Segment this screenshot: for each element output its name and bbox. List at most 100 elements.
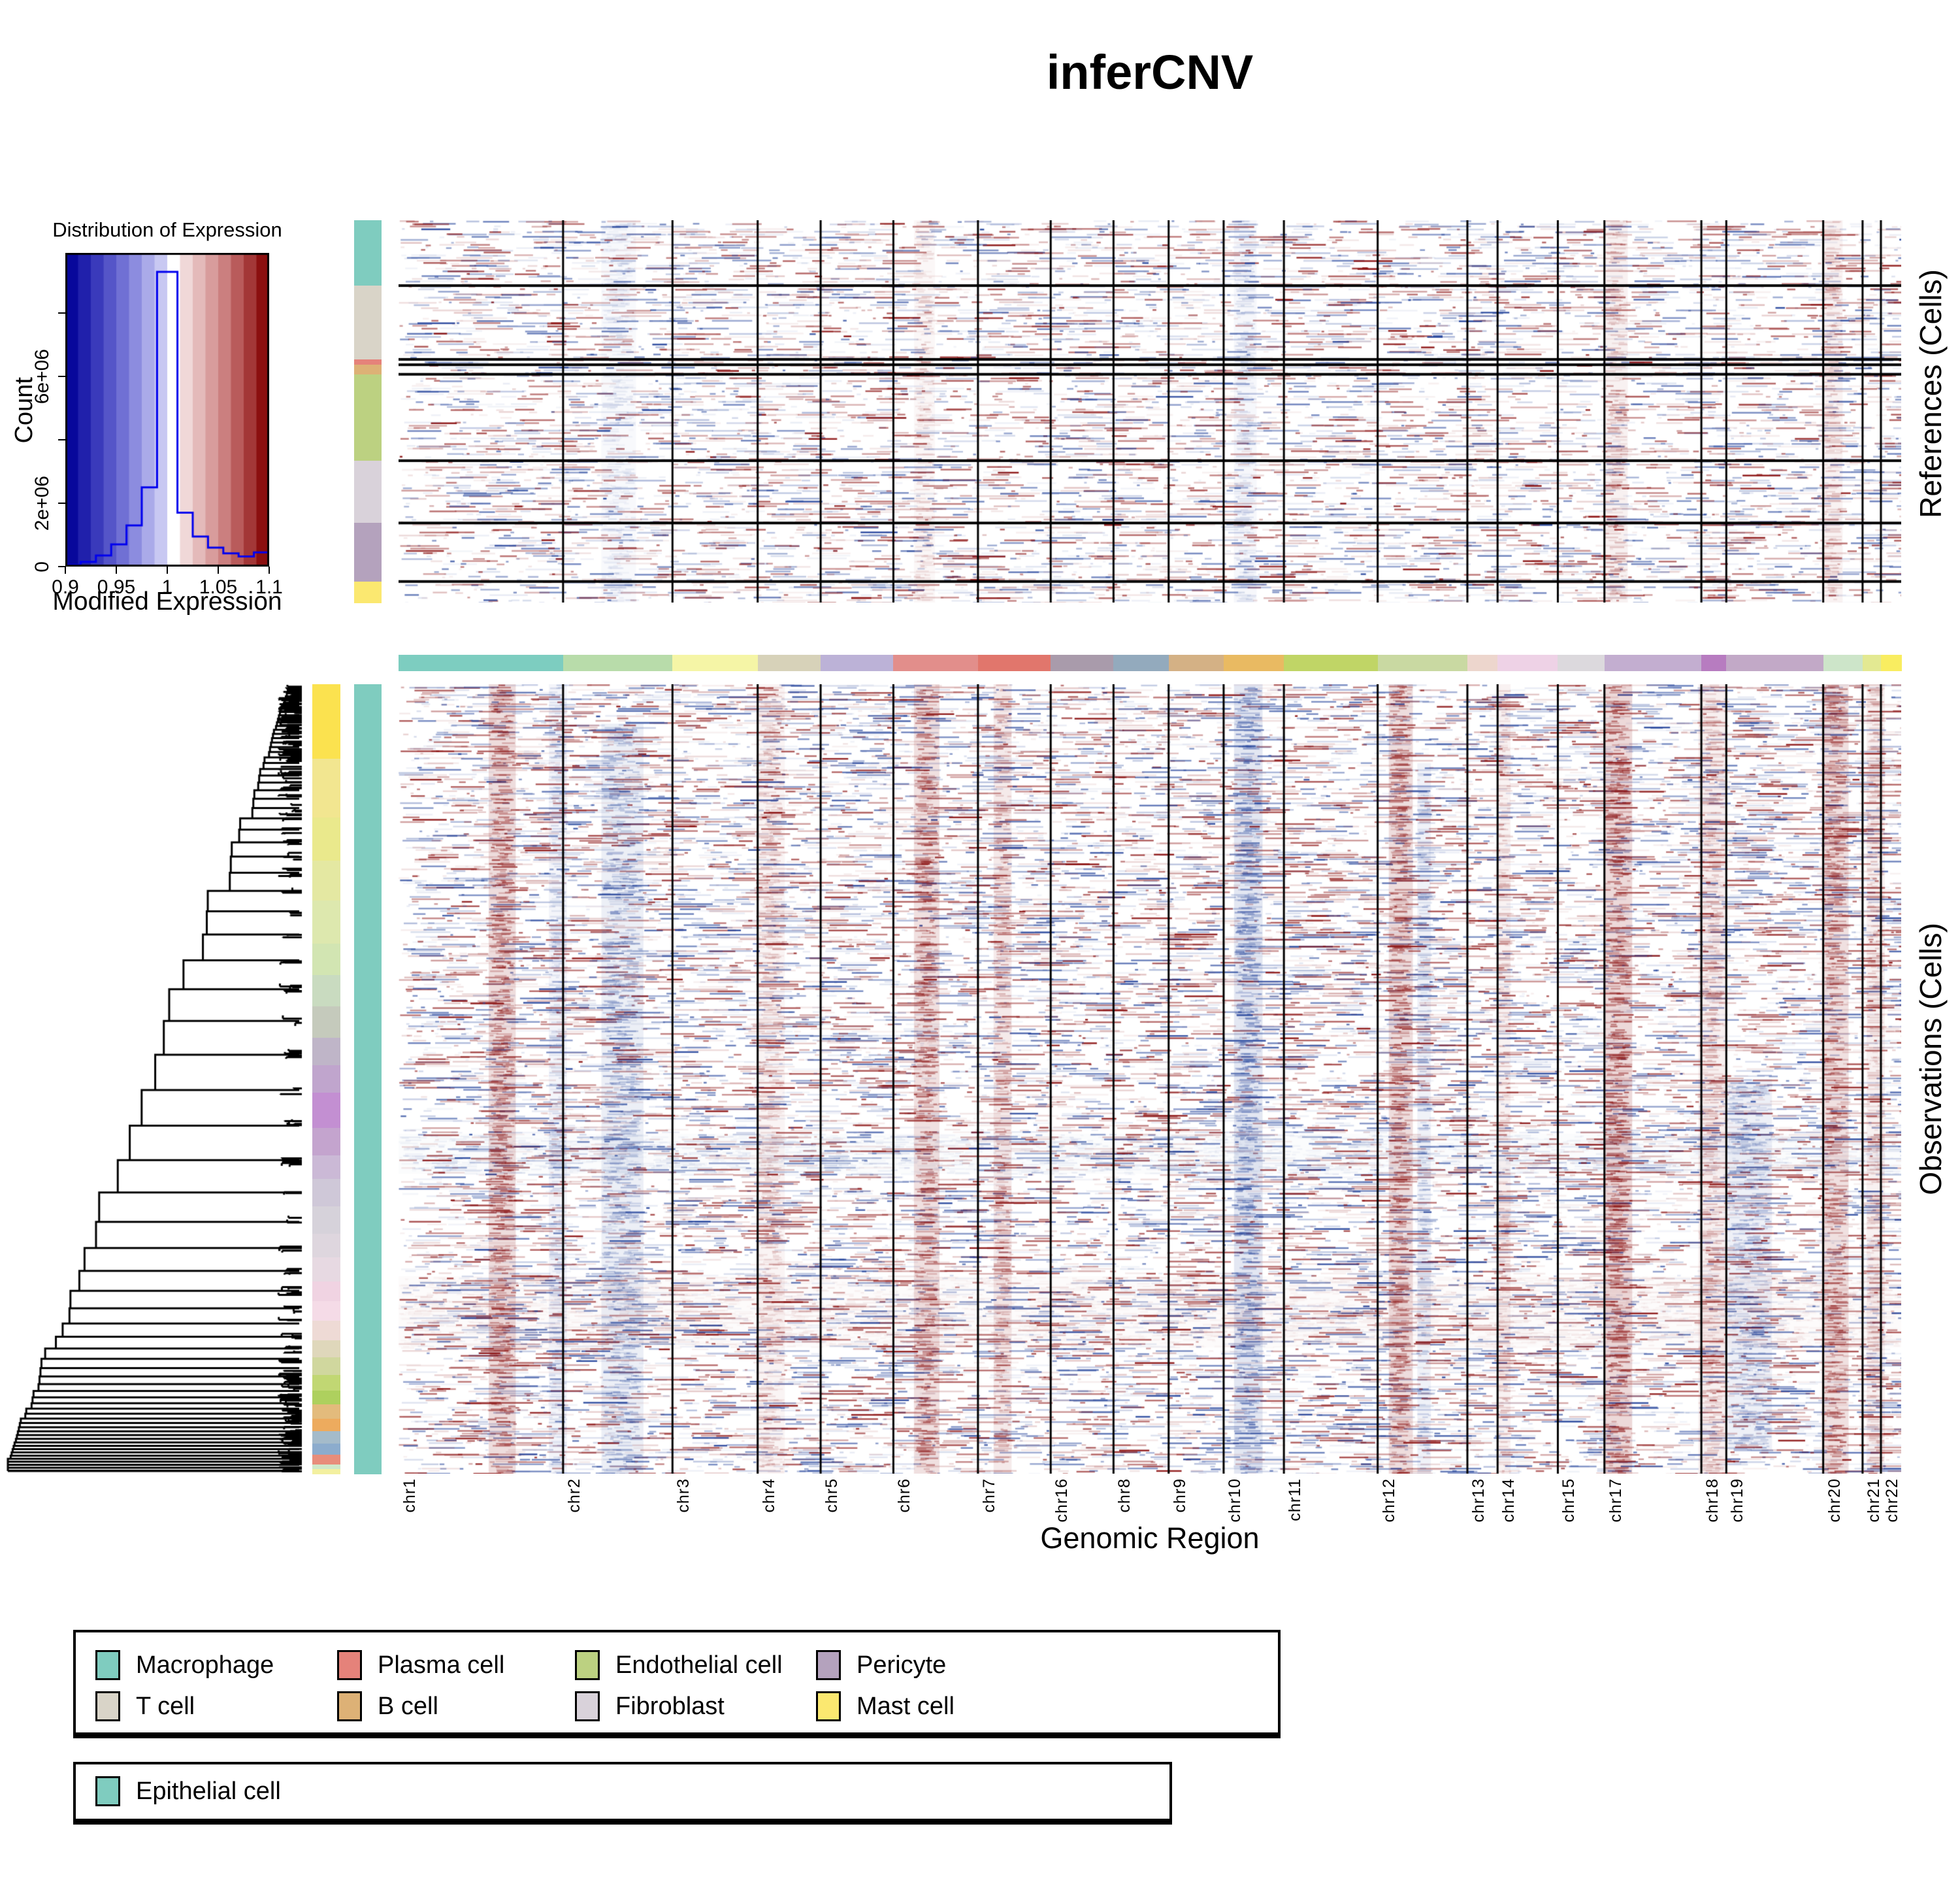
observation-subcluster-segment bbox=[312, 1431, 340, 1444]
observation-subcluster-segment bbox=[312, 1037, 340, 1066]
chromosome-label: chr13 bbox=[1469, 1478, 1488, 1523]
chromosome-label: chr16 bbox=[1053, 1478, 1071, 1523]
distribution-x-tick-label: 1.1 bbox=[255, 576, 283, 598]
observation-subcluster-segment bbox=[312, 974, 340, 1007]
legend-item: Fibroblast bbox=[575, 1691, 725, 1721]
legend-label: T cell bbox=[136, 1692, 195, 1720]
chromosome-label: chr1 bbox=[400, 1478, 419, 1513]
chromosome-label: chr2 bbox=[564, 1478, 583, 1513]
observation-subcluster-segment bbox=[312, 1404, 340, 1419]
legend-label: Epithelial cell bbox=[136, 1777, 281, 1805]
x-axis-title: Genomic Region bbox=[1040, 1521, 1260, 1555]
chromosome-label: chr21 bbox=[1864, 1478, 1883, 1523]
legend-swatch bbox=[337, 1691, 362, 1721]
legend-item: Plasma cell bbox=[337, 1650, 504, 1680]
legend-item: Mast cell bbox=[816, 1691, 955, 1721]
legend-swatch bbox=[575, 1650, 600, 1680]
observations-celltype-annotation-bar bbox=[354, 684, 382, 1474]
chromosome-bar-segment bbox=[977, 655, 1052, 671]
legend-item: T cell bbox=[95, 1691, 195, 1721]
chromosome-bar-segment bbox=[563, 655, 674, 671]
observations-dendrogram bbox=[5, 684, 303, 1474]
legend-swatch bbox=[816, 1691, 841, 1721]
chromosome-bar-segment bbox=[1862, 655, 1882, 671]
legend-label: Fibroblast bbox=[615, 1692, 725, 1720]
chromosome-bar-segment bbox=[1051, 655, 1115, 671]
observation-subcluster-segment bbox=[312, 1418, 340, 1432]
chromosome-bar-segment bbox=[399, 655, 564, 671]
chromosome-bar-segment bbox=[1701, 655, 1727, 671]
chromosome-bar-segment bbox=[672, 655, 759, 671]
distribution-y-tick-label: 0 bbox=[31, 561, 53, 572]
chromosome-label: chr3 bbox=[674, 1478, 693, 1513]
chromosome-bar-segment bbox=[1168, 655, 1225, 671]
distribution-x-axis-label: Modified Expression bbox=[52, 587, 282, 616]
distribution-y-tick bbox=[58, 376, 65, 378]
legend-label: Macrophage bbox=[136, 1651, 274, 1679]
distribution-x-tick bbox=[269, 567, 270, 574]
observation-subcluster-segment bbox=[312, 1281, 340, 1302]
reference-celltypes-legend: Macrophage Plasma cell Endothelial cell Per… bbox=[73, 1630, 1281, 1738]
observation-subcluster-segment bbox=[312, 1234, 340, 1259]
reference-group-segment bbox=[354, 365, 382, 375]
observation-subcluster-segment bbox=[312, 900, 340, 944]
chromosome-bar-segment bbox=[893, 655, 979, 671]
observation-subcluster-segment bbox=[312, 1128, 340, 1156]
observation-subcluster-segment bbox=[312, 759, 340, 818]
chromosome-label: chr15 bbox=[1560, 1478, 1578, 1523]
observation-subcluster-segment bbox=[312, 684, 340, 759]
reference-group-segment bbox=[354, 359, 382, 365]
chromosome-bar-segment bbox=[757, 655, 822, 671]
chromosome-label: chr9 bbox=[1170, 1478, 1189, 1513]
reference-group-segment bbox=[354, 581, 382, 603]
chromosome-label: chr5 bbox=[823, 1478, 841, 1513]
chromosome-bar-segment bbox=[1823, 655, 1864, 671]
chromosome-bar-segment bbox=[821, 655, 894, 671]
chromosome-label: chr6 bbox=[895, 1478, 914, 1513]
legend-label: Pericyte bbox=[857, 1651, 947, 1679]
legend-swatch bbox=[337, 1650, 362, 1680]
distribution-x-tick-label: 0.9 bbox=[52, 576, 79, 598]
distribution-y-tick bbox=[58, 312, 65, 314]
chromosome-label: chr18 bbox=[1703, 1478, 1722, 1523]
observation-subcluster-segment bbox=[312, 1179, 340, 1207]
observation-subcluster-segment bbox=[312, 1455, 340, 1465]
observation-subcluster-segment bbox=[312, 1320, 340, 1341]
legend-swatch bbox=[95, 1776, 120, 1806]
legend-item: Pericyte bbox=[816, 1650, 946, 1680]
distribution-y-tick bbox=[58, 439, 65, 441]
observation-subcluster-segment bbox=[312, 1390, 340, 1405]
reference-group-segment bbox=[354, 220, 382, 286]
observation-subcluster-segment bbox=[312, 1300, 340, 1321]
observation-subcluster-segment bbox=[312, 1357, 340, 1376]
observation-celltypes-legend: Epithelial cell bbox=[73, 1762, 1172, 1825]
legend-item: B cell bbox=[337, 1691, 438, 1721]
observation-subcluster-segment bbox=[312, 818, 340, 862]
legend-swatch bbox=[95, 1650, 120, 1680]
distribution-x-tick-label: 1 bbox=[161, 576, 173, 598]
chromosome-bar-segment bbox=[1558, 655, 1605, 671]
chromosome-bar-segment bbox=[1604, 655, 1703, 671]
distribution-y-tick-label: 2e+06 bbox=[31, 475, 53, 531]
reference-group-segment bbox=[354, 523, 382, 582]
observation-subcluster-segment bbox=[312, 1340, 340, 1358]
chromosome-bar-segment bbox=[1726, 655, 1824, 671]
chromosome-color-bar bbox=[399, 655, 1903, 671]
observations-side-label: Observations (Cells) bbox=[1914, 923, 1948, 1195]
observation-subcluster-segment bbox=[312, 1155, 340, 1180]
chromosome-label: chr20 bbox=[1825, 1478, 1844, 1523]
observation-subcluster-segment bbox=[312, 1257, 340, 1282]
chromosome-label: chr7 bbox=[979, 1478, 998, 1513]
distribution-y-tick bbox=[58, 566, 65, 567]
chromosome-label: chr8 bbox=[1115, 1478, 1134, 1513]
chromosome-label: chr17 bbox=[1606, 1478, 1625, 1523]
distribution-y-tick-label: 6e+06 bbox=[31, 348, 53, 404]
legend-swatch bbox=[575, 1691, 600, 1721]
reference-group-segment bbox=[354, 286, 382, 360]
observation-subcluster-segment bbox=[312, 1065, 340, 1093]
reference-group-segment bbox=[354, 374, 382, 461]
distribution-x-tick bbox=[116, 567, 117, 574]
legend-item: Epithelial cell bbox=[95, 1776, 281, 1806]
observation-subcluster-segment bbox=[312, 1006, 340, 1038]
